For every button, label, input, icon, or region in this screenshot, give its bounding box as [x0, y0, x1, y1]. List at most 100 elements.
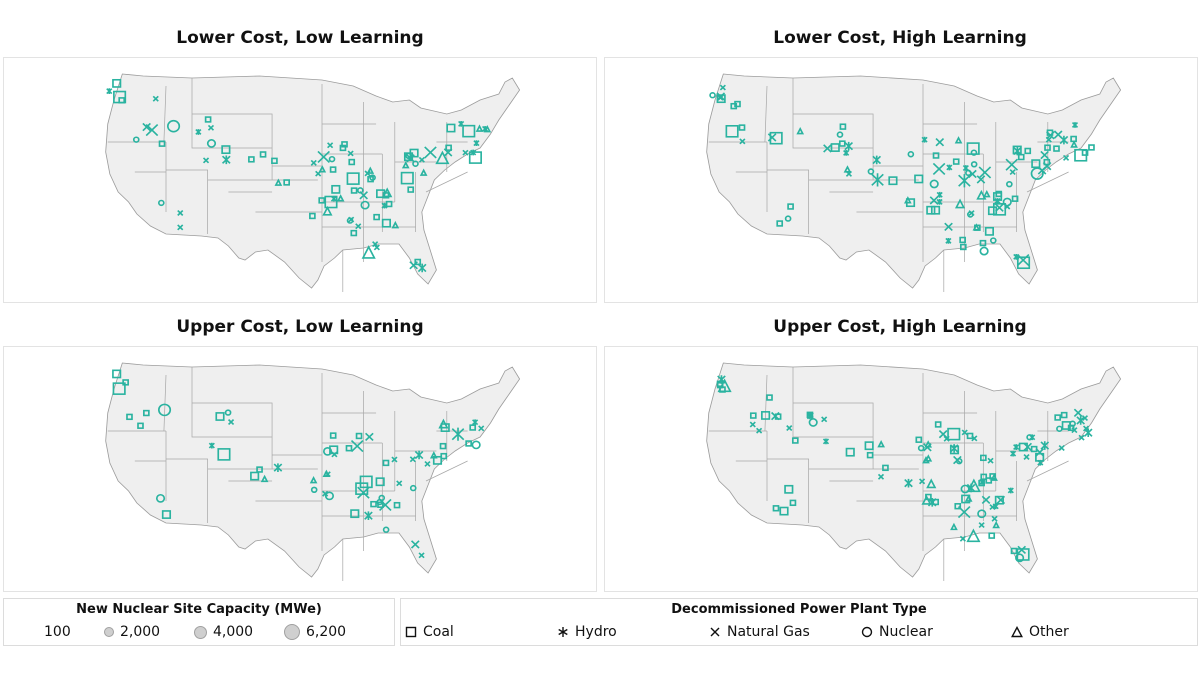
square-marker — [776, 220, 784, 227]
square-marker — [217, 448, 231, 461]
square-marker — [787, 203, 794, 210]
square-marker — [994, 495, 1004, 505]
x-marker — [406, 154, 415, 163]
x-marker — [823, 144, 832, 153]
square-marker — [373, 213, 380, 221]
legend-item-hydro: Hydro — [557, 623, 617, 641]
square-marker — [738, 124, 746, 131]
x-marker — [359, 191, 369, 200]
square-marker — [1088, 144, 1095, 151]
x-marker — [1005, 158, 1019, 171]
circle-marker — [155, 493, 166, 503]
circle-marker — [310, 486, 318, 494]
square-marker — [346, 172, 360, 185]
us-map-2 — [706, 73, 1122, 292]
circle-marker — [323, 446, 333, 456]
asterisk-marker — [945, 237, 952, 244]
square-marker — [158, 140, 166, 147]
square-marker — [864, 441, 874, 451]
triangle-marker — [796, 126, 805, 135]
square-marker — [318, 197, 326, 204]
triangle-marker — [717, 378, 732, 393]
square-marker — [283, 179, 290, 186]
square-marker — [839, 123, 847, 130]
square-marker — [1053, 145, 1060, 152]
square-marker — [329, 166, 337, 173]
square-marker — [215, 412, 225, 421]
x-marker — [443, 148, 453, 157]
capacity-legend: New Nuclear Site Capacity (MWe) 100 2,00… — [3, 598, 395, 646]
circle-marker — [917, 444, 925, 452]
square-marker — [932, 152, 940, 159]
asterisk-marker — [1009, 450, 1017, 457]
triangle-marker — [391, 220, 400, 229]
square-marker — [914, 174, 924, 184]
square-marker — [161, 510, 172, 519]
triangle-marker — [903, 196, 912, 204]
x-marker — [391, 456, 398, 463]
square-marker — [370, 500, 377, 508]
asterisk-marker — [473, 140, 480, 147]
square-marker — [259, 151, 267, 158]
triangle-marker — [966, 528, 981, 543]
square-marker — [350, 229, 358, 237]
x-marker — [987, 457, 994, 464]
square-marker — [329, 432, 337, 439]
legend-label-hydro: Hydro — [575, 624, 617, 640]
square-marker — [445, 144, 452, 151]
square-marker — [1070, 135, 1077, 143]
map-panel-2 — [604, 57, 1198, 303]
square-marker — [382, 192, 390, 199]
square-marker — [882, 464, 889, 472]
triangle-marker — [877, 440, 885, 448]
asterisk-marker — [195, 128, 202, 135]
circle-marker — [1015, 553, 1025, 563]
triangle-marker — [954, 136, 963, 144]
triangle-marker — [475, 124, 484, 132]
x-marker — [177, 210, 184, 216]
square-marker — [830, 143, 840, 152]
square-marker — [350, 509, 360, 519]
asterisk-marker — [472, 419, 479, 426]
asterisk-marker — [904, 478, 913, 488]
square-marker — [250, 471, 260, 481]
square-marker — [382, 459, 390, 467]
x-marker — [424, 460, 431, 467]
square-marker — [761, 411, 771, 420]
x-marker — [357, 486, 370, 499]
square-marker — [1016, 548, 1030, 561]
circle-marker — [867, 168, 875, 175]
square-marker — [432, 455, 443, 465]
square-marker — [393, 501, 401, 509]
circle-marker — [1030, 167, 1044, 180]
square-marker — [204, 116, 212, 123]
asterisk-marker — [417, 263, 427, 273]
square-marker — [966, 142, 980, 155]
triangle-marker — [419, 168, 428, 176]
capacity-item-6200: 6,200 — [284, 623, 346, 641]
x-marker — [959, 535, 966, 542]
square-marker — [947, 427, 961, 441]
square-marker — [789, 499, 797, 507]
triangle-marker — [950, 522, 958, 531]
asterisk-marker — [1007, 487, 1014, 494]
square-marker — [989, 473, 996, 480]
legend-label-natural-gas: Natural Gas — [727, 624, 810, 640]
square-marker — [359, 475, 373, 489]
circle-marker — [382, 526, 390, 533]
square-marker — [143, 409, 150, 417]
asterisk-marker — [106, 88, 113, 95]
square-marker — [984, 226, 994, 236]
x-marker — [145, 123, 159, 137]
legend-label-nuclear: Nuclear — [879, 624, 933, 640]
square-marker — [122, 379, 129, 386]
triangle-marker — [924, 440, 933, 448]
triangle-marker — [429, 451, 438, 459]
square-marker — [1046, 129, 1054, 136]
square-marker — [915, 436, 923, 443]
x-marker — [1016, 254, 1030, 267]
x-marker — [767, 133, 777, 142]
square-marker — [381, 218, 391, 228]
asterisk-marker — [807, 412, 814, 419]
triangle-marker — [976, 189, 987, 200]
